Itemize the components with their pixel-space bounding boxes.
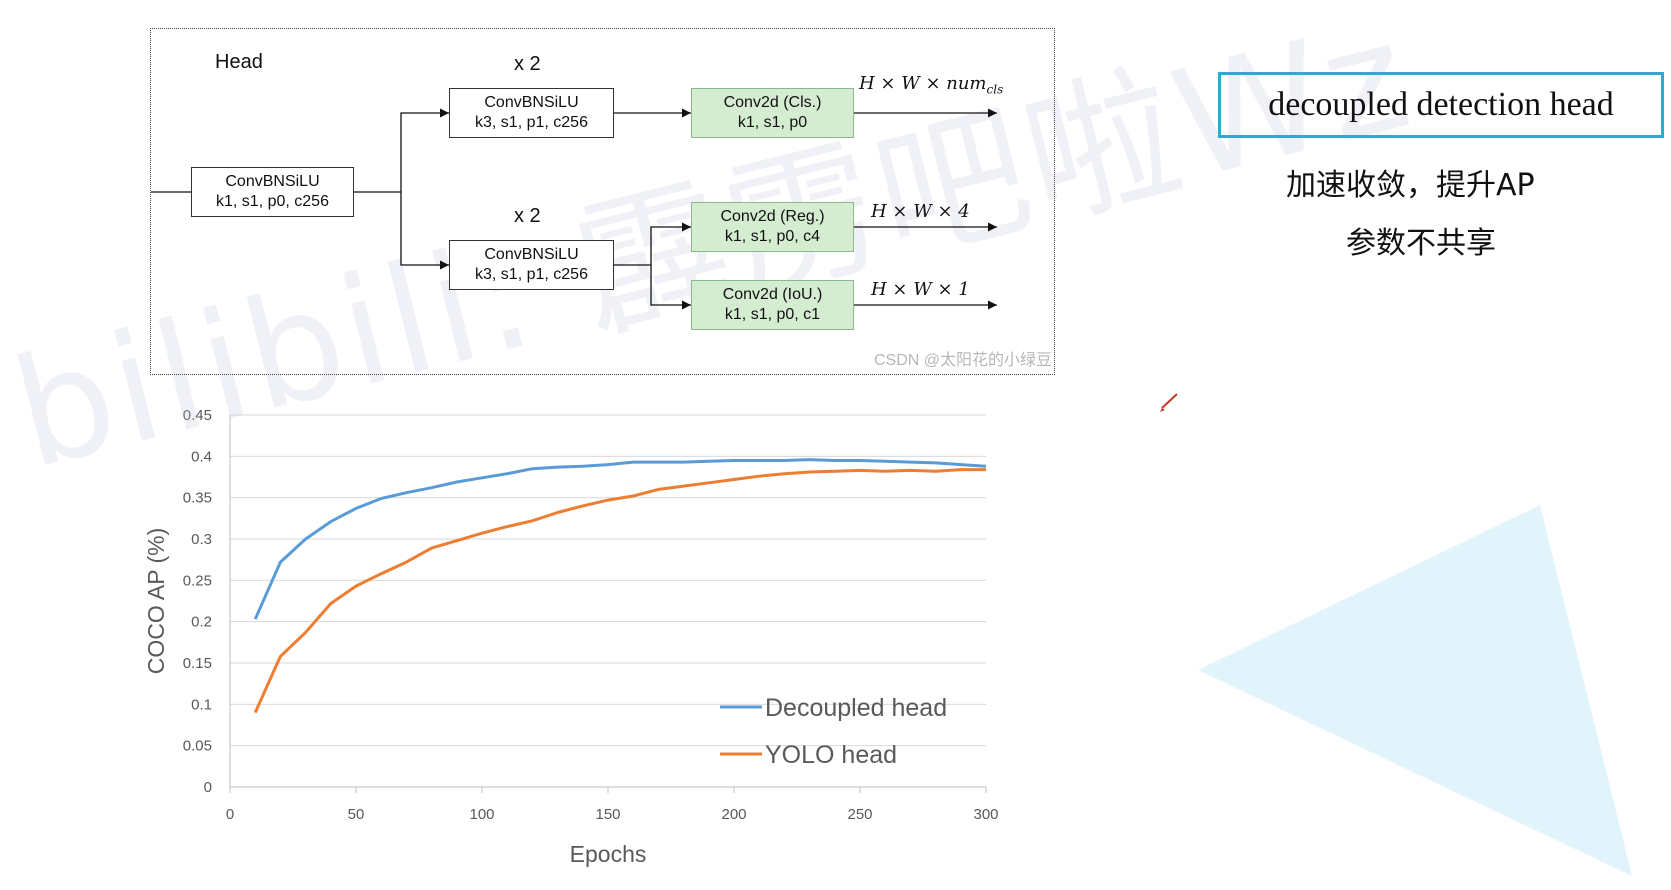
y-tick-label: 0.2 bbox=[191, 614, 212, 631]
bottom-branch-conv-name: ConvBNSiLU bbox=[484, 246, 579, 263]
bottom-branch-conv-box: ConvBNSiLU k3, s1, p1, c256 bbox=[449, 240, 614, 290]
bottom-branch-conv-params: k3, s1, p1, c256 bbox=[475, 266, 588, 283]
reg-conv-box: Conv2d (Reg.) k1, s1, p0, c4 bbox=[691, 202, 854, 252]
x-tick-label: 200 bbox=[721, 806, 746, 823]
legend-label: Decoupled head bbox=[765, 694, 947, 722]
cls-output-text: H × W × num bbox=[859, 73, 987, 94]
x-tick-label: 50 bbox=[348, 806, 365, 823]
decoupled-head-diagram: Head ConvBNSiLU k1, s1, p0, c256 x 2 Con… bbox=[150, 28, 1055, 375]
arrow-to-bottom-branch bbox=[400, 192, 449, 270]
y-tick-label: 0.05 bbox=[183, 738, 212, 755]
y-tick-label: 0.25 bbox=[183, 572, 212, 589]
reg-output-shape: H × W × 4 bbox=[871, 201, 970, 222]
iou-conv-name: Conv2d (IoU.) bbox=[722, 286, 823, 303]
iou-conv-box: Conv2d (IoU.) k1, s1, p0, c1 bbox=[691, 280, 854, 330]
cls-conv-params: k1, s1, p0 bbox=[737, 114, 808, 131]
x-tick-label: 250 bbox=[847, 806, 872, 823]
top-branch-conv-name: ConvBNSiLU bbox=[484, 94, 579, 111]
arrow-to-top-branch bbox=[400, 108, 449, 192]
top-branch-conv-params: k3, s1, p1, c256 bbox=[475, 114, 588, 131]
reg-conv-name: Conv2d (Reg.) bbox=[720, 208, 825, 225]
x-tick-label: 0 bbox=[226, 806, 234, 823]
diagram-connectors bbox=[151, 108, 997, 310]
top-branch-conv-box: ConvBNSiLU k3, s1, p1, c256 bbox=[449, 88, 614, 138]
x-axis-title: Epochs bbox=[570, 841, 647, 867]
note-faster-convergence: 加速收敛，提升AP bbox=[1286, 168, 1535, 203]
y-axis-title: COCO AP (%) bbox=[143, 528, 169, 675]
x-tick-label: 100 bbox=[469, 806, 494, 823]
arrow-to-iou bbox=[650, 265, 691, 310]
top-repeat-label: x 2 bbox=[514, 53, 541, 75]
head-title: Head bbox=[215, 51, 263, 73]
y-tick-label: 0.1 bbox=[191, 696, 212, 713]
cls-conv-name: Conv2d (Cls.) bbox=[723, 94, 822, 111]
y-tick-label: 0.3 bbox=[191, 531, 212, 548]
stem-conv-box: ConvBNSiLU k1, s1, p0, c256 bbox=[191, 167, 354, 217]
arrow-to-reg bbox=[650, 222, 691, 265]
y-tick-label: 0.45 bbox=[183, 407, 212, 424]
csdn-watermark: CSDN @太阳花的小绿豆 bbox=[873, 352, 1052, 369]
series-line-decoupled-head bbox=[253, 458, 987, 620]
pen-cursor-icon bbox=[1160, 393, 1178, 412]
y-tick-label: 0.15 bbox=[183, 655, 212, 672]
y-tick-label: 0 bbox=[204, 779, 212, 796]
bottom-repeat-label: x 2 bbox=[514, 205, 541, 227]
reg-conv-params: k1, s1, p0, c4 bbox=[724, 228, 821, 245]
x-tick-label: 300 bbox=[973, 806, 998, 823]
decoupled-head-title-box: decoupled detection head bbox=[1218, 72, 1664, 138]
cls-output-subscript: cls bbox=[986, 82, 1004, 97]
iou-conv-params: k1, s1, p0, c1 bbox=[724, 306, 821, 323]
stem-conv-params: k1, s1, p0, c256 bbox=[216, 193, 329, 210]
cls-output-shape: H × W × numcls bbox=[859, 73, 1003, 97]
iou-output-shape: H × W × 1 bbox=[871, 279, 970, 300]
y-tick-label: 0.4 bbox=[191, 448, 212, 465]
x-tick-label: 150 bbox=[595, 806, 620, 823]
series-line-yolo-head bbox=[253, 468, 986, 714]
cls-conv-box: Conv2d (Cls.) k1, s1, p0 bbox=[691, 88, 854, 138]
legend-label: YOLO head bbox=[765, 741, 897, 769]
note-no-shared-params: 参数不共享 bbox=[1346, 226, 1496, 261]
y-tick-label: 0.35 bbox=[183, 490, 212, 507]
stem-conv-name: ConvBNSiLU bbox=[225, 173, 320, 190]
